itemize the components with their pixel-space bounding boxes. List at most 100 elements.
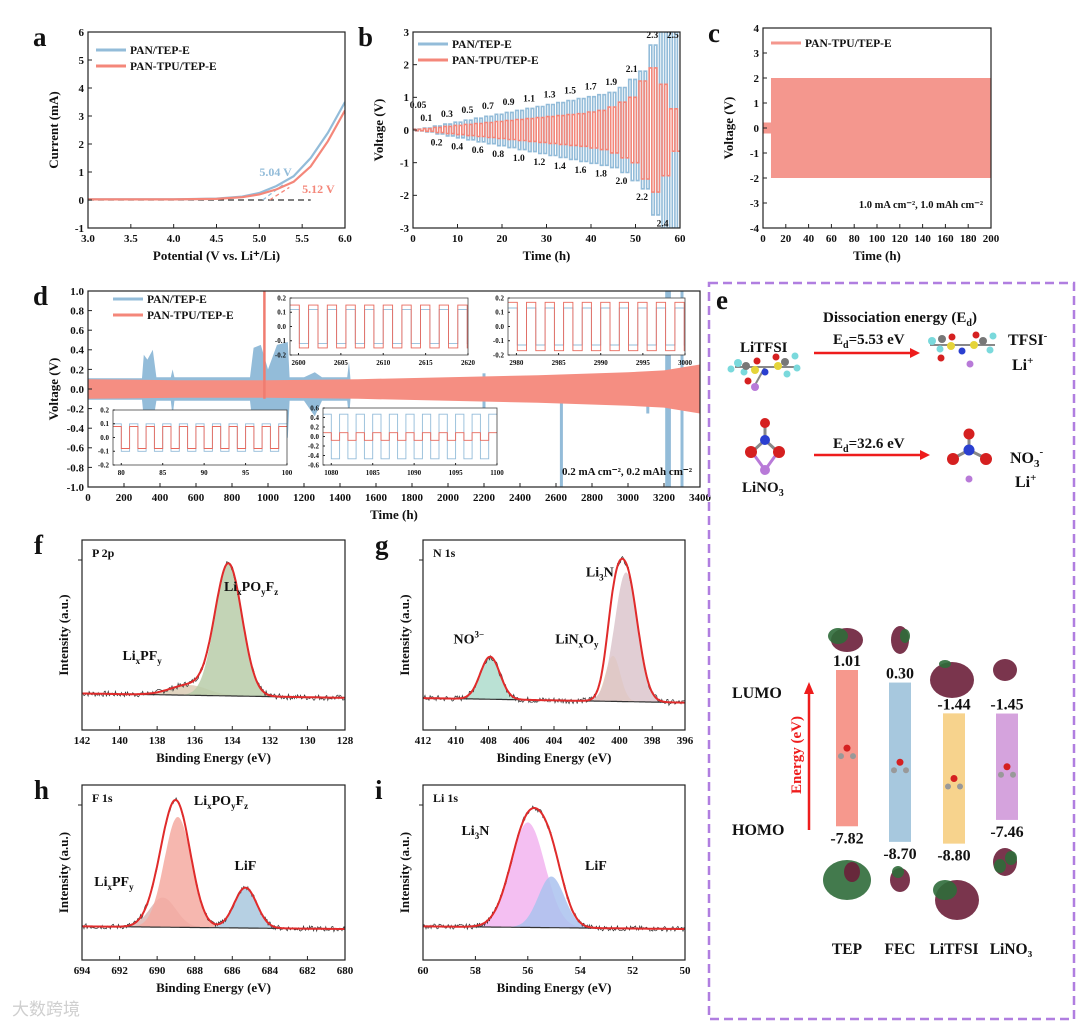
- peak-label-base: Li: [461, 824, 474, 839]
- y-tick-label: 0.2: [277, 294, 286, 302]
- legend-label: PAN-TPU/TEP-E: [805, 38, 892, 50]
- molecule-atom-icon: [957, 783, 963, 790]
- molecule-atom-icon: [1003, 763, 1011, 771]
- x-tick-label: 128: [337, 735, 354, 747]
- molecule-name: LiNO₃: [990, 941, 1033, 958]
- y-tick-label: -1: [400, 158, 409, 170]
- inset-line-pan-tep: [113, 423, 287, 452]
- spectrum-title: F 1s: [92, 791, 113, 805]
- molecule-atom-icon: [945, 783, 951, 790]
- y-tick-label: 6: [79, 27, 85, 39]
- y-tick-label: -0.2: [67, 403, 85, 415]
- panel-letter-e: e: [716, 285, 728, 315]
- litfsi-molecule-icon: [727, 352, 801, 391]
- x-tick-label: 2615: [419, 359, 434, 367]
- plot-area: [763, 78, 991, 178]
- voltage-band: [770, 78, 991, 178]
- fit-envelope: [82, 798, 345, 930]
- y-tick-label: 1: [754, 98, 760, 110]
- panel-letter-a: a: [33, 22, 47, 52]
- peak-label: Li3N: [461, 824, 489, 841]
- x-tick-label: 402: [579, 735, 596, 747]
- y-tick-label: -3: [400, 223, 410, 235]
- peak-label-part: x: [579, 639, 584, 649]
- x-tick-label: 1000: [257, 492, 280, 504]
- panel-letter-h: h: [34, 775, 49, 805]
- x-tick-label: 684: [262, 965, 279, 977]
- charts-layer: 5.04 V 5.12 V PAN/TEP-E PAN-TPU/TEP-E 3.0 3.5…: [33, 18, 1000, 995]
- peak-label-part: N: [479, 824, 489, 839]
- x-axis-label: Time (h): [853, 248, 901, 263]
- x-tick-label: 2620: [461, 359, 476, 367]
- peak-label-part: PF: [140, 649, 157, 664]
- fitted-peak-lif: [423, 876, 685, 929]
- x-tick-label: 5.0: [252, 233, 266, 245]
- peak-label-part: 3−: [475, 629, 485, 639]
- x-tick-label: 200: [983, 233, 1000, 245]
- product-charge: -: [1044, 330, 1048, 342]
- y-tick-label: 0: [404, 125, 410, 137]
- reaction-arrow-1: [814, 348, 920, 358]
- molecule-atom-icon: [903, 767, 909, 774]
- onset-annotation: 5.04 V: [259, 165, 292, 179]
- peak-label: LiF: [585, 859, 607, 874]
- test-condition: 1.0 mA cm⁻², 1.0 mAh cm⁻²: [859, 200, 983, 211]
- x-tick-label: 2605: [334, 359, 349, 367]
- x-tick-label: 80: [118, 469, 126, 477]
- peak-label-part: N: [604, 565, 614, 580]
- x-tick-label: 3400: [689, 492, 712, 504]
- x-tick-label: 20: [497, 233, 509, 245]
- plot-area: [423, 555, 685, 707]
- raw-spectrum: [82, 796, 345, 933]
- y-tick-label: -0.2: [275, 351, 287, 359]
- orbital-isosurface-icon: [994, 859, 1006, 873]
- orbital-isosurface-icon: [933, 880, 957, 900]
- molecule-name: TEP: [832, 941, 863, 958]
- orbital-isosurface-icon: [930, 662, 974, 698]
- y-tick-label: 0.1: [277, 309, 286, 317]
- x-tick-label: 54: [575, 965, 587, 977]
- x-tick-label: 2990: [594, 359, 609, 367]
- legend-label: PAN-TPU/TEP-E: [147, 310, 234, 322]
- homo-value: -8.80: [937, 848, 970, 865]
- inset-line-pan-tpu-tep: [508, 301, 685, 352]
- plot-area: [423, 805, 685, 933]
- y-axis-label: Intensity (a.u.): [56, 832, 71, 913]
- x-tick-label: 398: [644, 735, 661, 747]
- current-density-label: 0.8: [492, 150, 504, 160]
- y-tick-label: -2: [750, 173, 760, 185]
- plot-area: [82, 796, 345, 933]
- y-tick-label: -0.6: [308, 461, 320, 469]
- x-tick-label: 85: [159, 469, 167, 477]
- current-density-label: 2.4: [657, 219, 669, 229]
- current-density-label: 0.4: [451, 142, 463, 152]
- peak-label-part: PF: [112, 875, 129, 890]
- y-tick-label: 0.0: [70, 384, 84, 396]
- peak-label-part: y: [261, 587, 266, 597]
- x-tick-label: 1400: [329, 492, 352, 504]
- x-tick-label: 1095: [449, 469, 464, 477]
- product-sub: 3: [1034, 458, 1040, 470]
- y-tick-label: 1: [79, 167, 85, 179]
- x-tick-label: 3200: [653, 492, 676, 504]
- ed-sub: d: [843, 444, 849, 455]
- lumo-value: 1.01: [833, 653, 861, 670]
- product-nitrate: NO3-: [1010, 446, 1044, 470]
- reactant-sub: 3: [779, 488, 784, 499]
- x-tick-label: 3.0: [81, 233, 95, 245]
- peak-label-part: PO: [242, 580, 262, 595]
- peak-label-base: Li: [586, 565, 599, 580]
- y-tick-label: 2: [404, 60, 410, 72]
- x-tick-label: 1080: [324, 469, 339, 477]
- peak-label: LiF: [235, 859, 257, 874]
- peak-label-part: O: [583, 632, 594, 647]
- fitted-peak-no3-: [423, 656, 685, 703]
- x-axis-label: Binding Energy (eV): [497, 750, 612, 765]
- peak-label-base: Li: [122, 649, 135, 664]
- x-tick-label: 30: [541, 233, 553, 245]
- x-axis-label: Binding Energy (eV): [497, 980, 612, 995]
